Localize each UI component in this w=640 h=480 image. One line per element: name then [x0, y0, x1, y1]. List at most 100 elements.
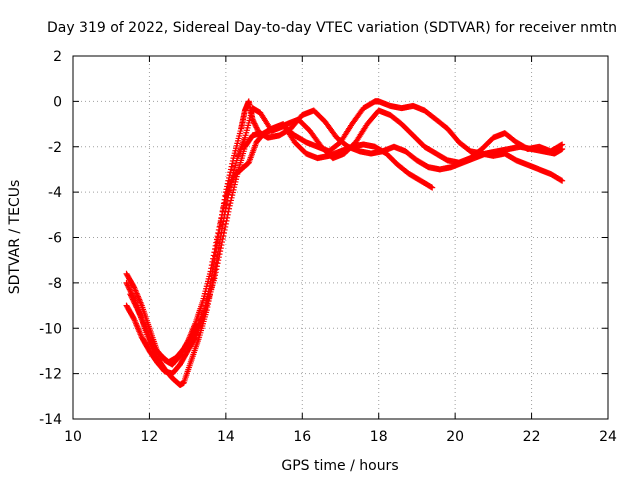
data-point-marker: [212, 263, 219, 270]
data-point-marker: [207, 288, 214, 295]
data-point-marker: [216, 240, 223, 247]
y-tick-label: -10: [39, 321, 62, 337]
data-point-marker: [127, 289, 134, 296]
y-tick-label: -4: [48, 185, 62, 201]
data-point-marker: [222, 208, 229, 215]
data-point-marker: [124, 282, 131, 289]
data-point-marker: [205, 301, 212, 308]
data-point-marker: [429, 184, 436, 191]
data-point-marker: [147, 341, 154, 348]
data-point-marker: [210, 273, 217, 280]
data-point-marker: [148, 344, 155, 351]
data-point-marker: [215, 248, 222, 255]
data-point-marker: [229, 192, 236, 199]
data-point-marker: [218, 229, 225, 236]
data-point-marker: [226, 187, 233, 194]
data-point-marker: [152, 350, 159, 357]
chart-title: Day 319 of 2022, Sidereal Day-to-day VTE…: [47, 20, 617, 36]
data-point-marker: [125, 283, 132, 290]
x-tick-label: 10: [64, 429, 82, 445]
plot-area: [123, 98, 566, 388]
data-point-marker: [126, 286, 133, 293]
data-point-marker: [226, 202, 233, 209]
x-tick-label: 22: [523, 429, 541, 445]
y-tick-label: -12: [39, 367, 62, 383]
data-point-marker: [204, 304, 211, 311]
data-point-marker: [130, 283, 137, 290]
data-point-marker: [219, 225, 226, 232]
data-point-marker: [129, 291, 136, 298]
data-point-marker: [208, 262, 215, 269]
y-axis-label: SDTVAR / TECUs: [7, 180, 23, 295]
x-axis-label: GPS time / hours: [281, 458, 398, 474]
x-tick-label: 12: [141, 429, 159, 445]
data-point-marker: [233, 173, 240, 180]
data-point-marker: [228, 163, 235, 170]
data-point-marker: [219, 222, 226, 229]
data-point-marker: [223, 201, 230, 208]
data-point-marker: [203, 307, 210, 314]
x-tick-label: 18: [370, 429, 388, 445]
data-point-marker: [229, 189, 236, 196]
data-point-marker: [225, 191, 232, 198]
y-tick-label: -8: [48, 276, 62, 292]
y-tick-label: 0: [53, 94, 62, 110]
data-point-marker: [205, 298, 212, 305]
data-point-marker: [130, 294, 137, 301]
data-point-marker: [215, 244, 222, 251]
data-point-marker: [214, 251, 221, 258]
data-point-marker: [130, 315, 137, 322]
data-point-marker: [214, 260, 221, 267]
series-track-4: [123, 98, 566, 388]
data-point-marker: [149, 345, 156, 352]
data-point-marker: [210, 276, 217, 283]
y-tick-label: -14: [39, 412, 62, 428]
grid: [73, 56, 608, 419]
data-point-marker: [151, 349, 158, 356]
data-point-marker: [128, 290, 135, 297]
data-point-marker: [559, 177, 566, 184]
data-point-marker: [208, 265, 215, 272]
data-point-marker: [152, 352, 159, 359]
data-point-marker: [208, 282, 215, 289]
axis-ticks: 10 12 14 16 18 20 22 24 -14 -12 -10 -8 -6 -4 -2 0 2: [39, 49, 617, 445]
x-tick-label: 24: [599, 429, 617, 445]
y-tick-label: -2: [48, 140, 62, 156]
data-point-marker: [148, 342, 155, 349]
data-point-marker: [211, 270, 218, 277]
data-point-marker: [559, 146, 566, 153]
data-point-marker: [126, 285, 133, 292]
data-point-marker: [251, 120, 258, 127]
data-point-marker: [227, 197, 234, 204]
data-point-marker: [215, 229, 222, 236]
data-point-marker: [220, 215, 227, 222]
data-point-marker: [227, 166, 234, 173]
data-point-marker: [217, 236, 224, 243]
x-tick-label: 16: [293, 429, 311, 445]
data-point-marker: [146, 338, 153, 345]
data-point-marker: [254, 125, 261, 132]
data-point-marker: [150, 346, 157, 353]
data-point-marker: [213, 259, 220, 266]
data-point-marker: [195, 321, 202, 328]
data-point-marker: [221, 211, 228, 218]
data-point-marker: [212, 246, 219, 253]
x-tick-label: 14: [217, 429, 235, 445]
data-point-marker: [222, 205, 229, 212]
data-point-marker: [224, 198, 231, 205]
data-point-marker: [224, 194, 231, 201]
data-point-marker: [252, 123, 259, 130]
data-point-marker: [206, 291, 213, 298]
data-point-marker: [150, 348, 157, 355]
data-point-marker: [206, 295, 213, 301]
series-track-1: [123, 98, 436, 377]
data-point-marker: [233, 176, 240, 183]
data-point-marker: [129, 293, 136, 300]
data-point-marker: [123, 279, 130, 286]
data-point-marker: [253, 124, 260, 131]
y-tick-label: -6: [48, 231, 62, 247]
data-point-marker: [207, 268, 214, 275]
data-point-marker: [226, 205, 233, 212]
data-point-marker: [124, 281, 131, 288]
x-tick-label: 20: [446, 429, 464, 445]
